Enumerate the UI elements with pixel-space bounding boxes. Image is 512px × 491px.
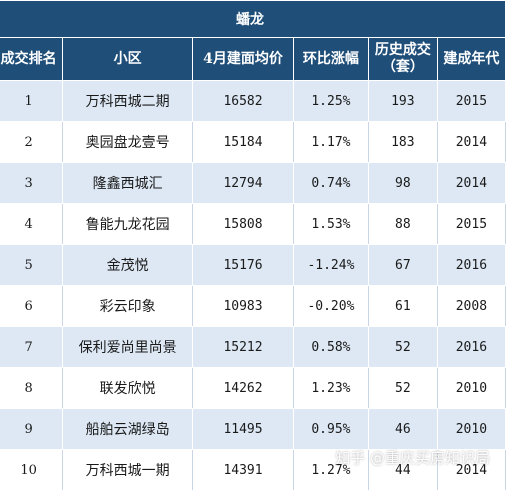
- table-row: 7 保利爱尚里尚景 15212 0.58% 52 2016: [0, 326, 507, 368]
- year-cell: 2010: [436, 408, 507, 450]
- header-build-year: 建成年代: [436, 37, 507, 81]
- sales-cell: 193: [367, 80, 438, 122]
- community-cell: 万科西城一期: [62, 449, 194, 491]
- table-row: 1 万科西城二期 16582 1.25% 193 2015: [0, 80, 507, 122]
- header-history-sales: 历史成交（套）: [367, 37, 438, 81]
- change-cell: -0.20%: [292, 285, 369, 327]
- price-cell: 11495: [192, 408, 294, 450]
- community-cell: 鲁能九龙花园: [62, 203, 194, 245]
- sales-cell: 52: [367, 367, 438, 409]
- community-cell: 保利爱尚里尚景: [62, 326, 194, 368]
- table-row: 8 联发欣悦 14262 1.23% 52 2010: [0, 367, 507, 409]
- rank-cell: 3: [0, 162, 64, 204]
- price-cell: 10983: [192, 285, 294, 327]
- year-cell: 2015: [436, 203, 507, 245]
- rank-cell: 6: [0, 285, 64, 327]
- sales-cell: 67: [367, 244, 438, 286]
- rank-cell: 4: [0, 203, 64, 245]
- sales-cell: 46: [367, 408, 438, 450]
- sales-cell: 52: [367, 326, 438, 368]
- change-cell: 1.25%: [292, 80, 369, 122]
- year-cell: 2016: [436, 244, 507, 286]
- price-cell: 15176: [192, 244, 294, 286]
- change-cell: 0.74%: [292, 162, 369, 204]
- rank-cell: 5: [0, 244, 64, 286]
- watermark: 知乎 @重庆买房知识局: [335, 449, 490, 467]
- price-cell: 15184: [192, 121, 294, 163]
- header-avg-price: 4月建面均价: [192, 37, 294, 81]
- rank-cell: 1: [0, 80, 64, 122]
- community-cell: 金茂悦: [62, 244, 194, 286]
- price-cell: 14391: [192, 449, 294, 491]
- price-cell: 14262: [192, 367, 294, 409]
- table-title: 蟠龙: [0, 0, 506, 38]
- table-row: 2 奥园盘龙壹号 15184 1.17% 183 2014: [0, 121, 507, 163]
- sales-cell: 98: [367, 162, 438, 204]
- community-cell: 船舶云湖绿岛: [62, 408, 194, 450]
- price-cell: 15808: [192, 203, 294, 245]
- year-cell: 2014: [436, 162, 507, 204]
- community-cell: 奥园盘龙壹号: [62, 121, 194, 163]
- header-row: 成交排名 小区 4月建面均价 环比涨幅 历史成交（套） 建成年代: [0, 37, 507, 81]
- community-cell: 万科西城二期: [62, 80, 194, 122]
- price-cell: 12794: [192, 162, 294, 204]
- price-cell: 15212: [192, 326, 294, 368]
- year-cell: 2016: [436, 326, 507, 368]
- rank-cell: 2: [0, 121, 64, 163]
- header-mom-change: 环比涨幅: [292, 37, 369, 81]
- rank-cell: 7: [0, 326, 64, 368]
- community-cell: 联发欣悦: [62, 367, 194, 409]
- table-row: 4 鲁能九龙花园 15808 1.53% 88 2015: [0, 203, 507, 245]
- table-row: 3 隆鑫西城汇 12794 0.74% 98 2014: [0, 162, 507, 204]
- year-cell: 2010: [436, 367, 507, 409]
- header-rank: 成交排名: [0, 37, 64, 81]
- change-cell: 0.95%: [292, 408, 369, 450]
- change-cell: -1.24%: [292, 244, 369, 286]
- rank-cell: 9: [0, 408, 64, 450]
- change-cell: 1.23%: [292, 367, 369, 409]
- rank-cell: 8: [0, 367, 64, 409]
- year-cell: 2014: [436, 121, 507, 163]
- change-cell: 0.58%: [292, 326, 369, 368]
- sales-cell: 61: [367, 285, 438, 327]
- table-row: 6 彩云印象 10983 -0.20% 61 2008: [0, 285, 507, 327]
- rank-cell: 10: [0, 449, 64, 491]
- sales-cell: 88: [367, 203, 438, 245]
- year-cell: 2008: [436, 285, 507, 327]
- change-cell: 1.53%: [292, 203, 369, 245]
- change-cell: 1.17%: [292, 121, 369, 163]
- table-row: 9 船舶云湖绿岛 11495 0.95% 46 2010: [0, 408, 507, 450]
- year-cell: 2015: [436, 80, 507, 122]
- community-cell: 彩云印象: [62, 285, 194, 327]
- table-row: 5 金茂悦 15176 -1.24% 67 2016: [0, 244, 507, 286]
- sales-cell: 183: [367, 121, 438, 163]
- community-cell: 隆鑫西城汇: [62, 162, 194, 204]
- header-community: 小区: [62, 37, 194, 81]
- price-cell: 16582: [192, 80, 294, 122]
